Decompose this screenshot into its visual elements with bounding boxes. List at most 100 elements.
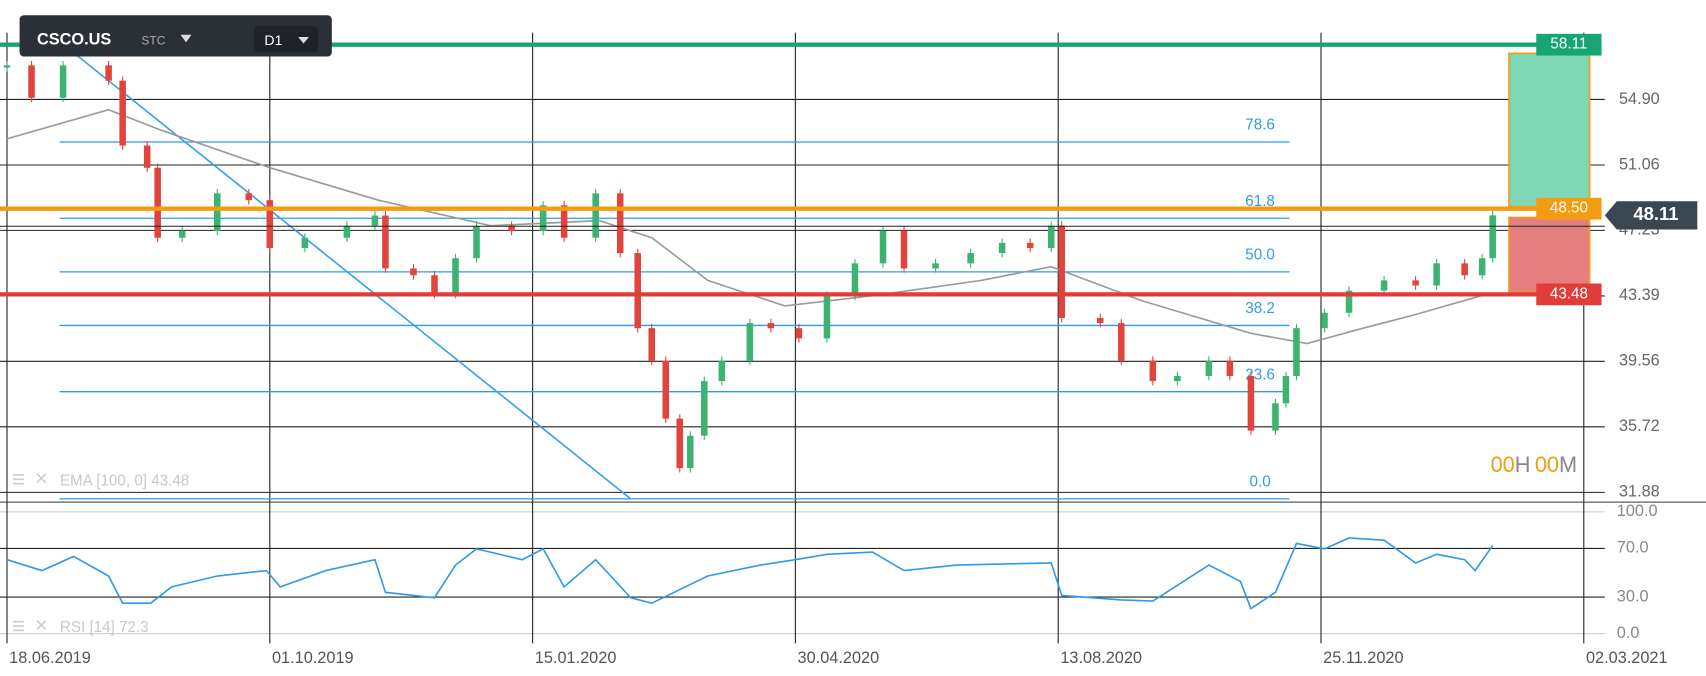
fib-label: 38.2 — [1245, 300, 1275, 317]
candle — [967, 253, 974, 264]
candle — [823, 295, 831, 339]
ema-line — [6, 108, 1486, 345]
candle — [343, 225, 351, 238]
countdown-minutes: 00 — [1535, 452, 1559, 477]
stop-loss-zone — [1508, 216, 1591, 294]
candle — [1247, 375, 1255, 431]
candle — [1174, 375, 1181, 382]
candle — [1226, 360, 1234, 376]
candle — [1293, 328, 1300, 376]
candle — [154, 167, 161, 238]
candle — [662, 360, 670, 419]
toolbar — [19, 15, 332, 57]
rsi-line — [6, 537, 1494, 610]
x-tick-label: 25.11.2020 — [1323, 649, 1403, 667]
x-tick-label: 01.10.2019 — [272, 649, 354, 667]
candle — [1461, 263, 1468, 276]
fib-label: 50.0 — [1245, 247, 1275, 264]
candle — [410, 268, 417, 276]
y-tick-label: 35.72 — [1619, 417, 1660, 435]
candle — [1058, 225, 1065, 318]
candle — [1412, 280, 1419, 286]
candle — [1047, 225, 1055, 248]
y-tick-label: 31.88 — [1619, 483, 1660, 501]
x-tick-label: 13.08.2020 — [1060, 649, 1142, 667]
x-tick-label: 30.04.2020 — [798, 649, 880, 667]
y-tick-label: 39.56 — [1619, 352, 1660, 370]
candle — [1321, 312, 1328, 329]
timeframe[interactable]: D1 — [264, 32, 282, 48]
candle — [1096, 317, 1104, 324]
candle — [795, 328, 803, 339]
candle — [687, 435, 694, 469]
level-badge — [1536, 283, 1602, 306]
countdown: 00H 00M — [1491, 452, 1578, 477]
candle — [301, 237, 309, 248]
candle — [1380, 280, 1388, 291]
candle — [1433, 263, 1440, 286]
candle — [105, 65, 112, 81]
candle — [701, 381, 708, 436]
candle — [1489, 215, 1496, 259]
y-tick-label: 30.0 — [1617, 587, 1649, 605]
last-price-label: 48.11 — [1633, 203, 1678, 224]
rsi-icons[interactable] — [13, 619, 47, 632]
y-tick-label: 100.0 — [1617, 502, 1658, 520]
candle — [1478, 258, 1486, 276]
candle — [592, 193, 599, 238]
candle — [676, 418, 684, 469]
candle — [932, 263, 939, 269]
candle — [382, 215, 389, 269]
take-profit-zone — [1508, 52, 1591, 208]
candle — [431, 275, 438, 295]
level-label: 48.50 — [1550, 200, 1588, 217]
y-tick-label: 0.0 — [1617, 624, 1640, 642]
countdown-h: H — [1515, 452, 1531, 477]
candle — [28, 65, 35, 98]
candle — [648, 328, 656, 361]
y-tick-label: 43.39 — [1619, 286, 1660, 304]
candle — [560, 205, 568, 238]
level-label: 58.11 — [1550, 36, 1587, 53]
rsi-label: RSI [14] 72.3 — [60, 619, 149, 636]
y-tick-label: 54.90 — [1619, 90, 1660, 108]
ema-label: EMA [100, 0] 43.48 — [60, 472, 190, 489]
candle — [634, 253, 641, 329]
overlay-layer: CSCO.US STC D1 00H 00M EMA [100, 0] 43.48… — [13, 15, 1577, 636]
fib-label: 0.0 — [1249, 474, 1270, 491]
fib-label: 78.6 — [1245, 117, 1275, 134]
candle — [616, 193, 624, 254]
level-badge — [1536, 197, 1602, 220]
dropdown-icon[interactable] — [298, 36, 309, 44]
candle — [508, 225, 515, 231]
level-badge — [1536, 33, 1602, 56]
x-tick-label: 02.03.2021 — [1586, 649, 1668, 667]
candle — [178, 230, 186, 238]
candle — [266, 200, 274, 248]
instrument-kind: STC — [141, 33, 165, 47]
countdown-hours: 00 — [1491, 452, 1515, 477]
candle — [851, 263, 859, 296]
dropdown-icon[interactable] — [180, 34, 192, 43]
x-tick-label: 15.01.2020 — [535, 649, 617, 667]
trendline — [59, 40, 632, 500]
ema-icons[interactable] — [13, 473, 47, 485]
candle — [998, 242, 1006, 254]
candle — [59, 65, 67, 98]
symbol[interactable]: CSCO.US — [37, 31, 111, 49]
candle — [119, 80, 126, 146]
candle — [3, 65, 11, 68]
candle — [1149, 360, 1157, 382]
candle — [1272, 403, 1279, 431]
candle — [718, 360, 726, 382]
x-tick-label: 18.06.2019 — [9, 649, 91, 667]
candle — [1026, 242, 1034, 248]
candle — [746, 323, 754, 361]
candle — [452, 258, 459, 295]
timeframe-box[interactable] — [254, 26, 318, 53]
fib-label: 61.8 — [1245, 193, 1275, 210]
last-price-badge — [1604, 201, 1698, 230]
level-label: 43.48 — [1550, 285, 1588, 302]
candle — [1118, 323, 1125, 361]
